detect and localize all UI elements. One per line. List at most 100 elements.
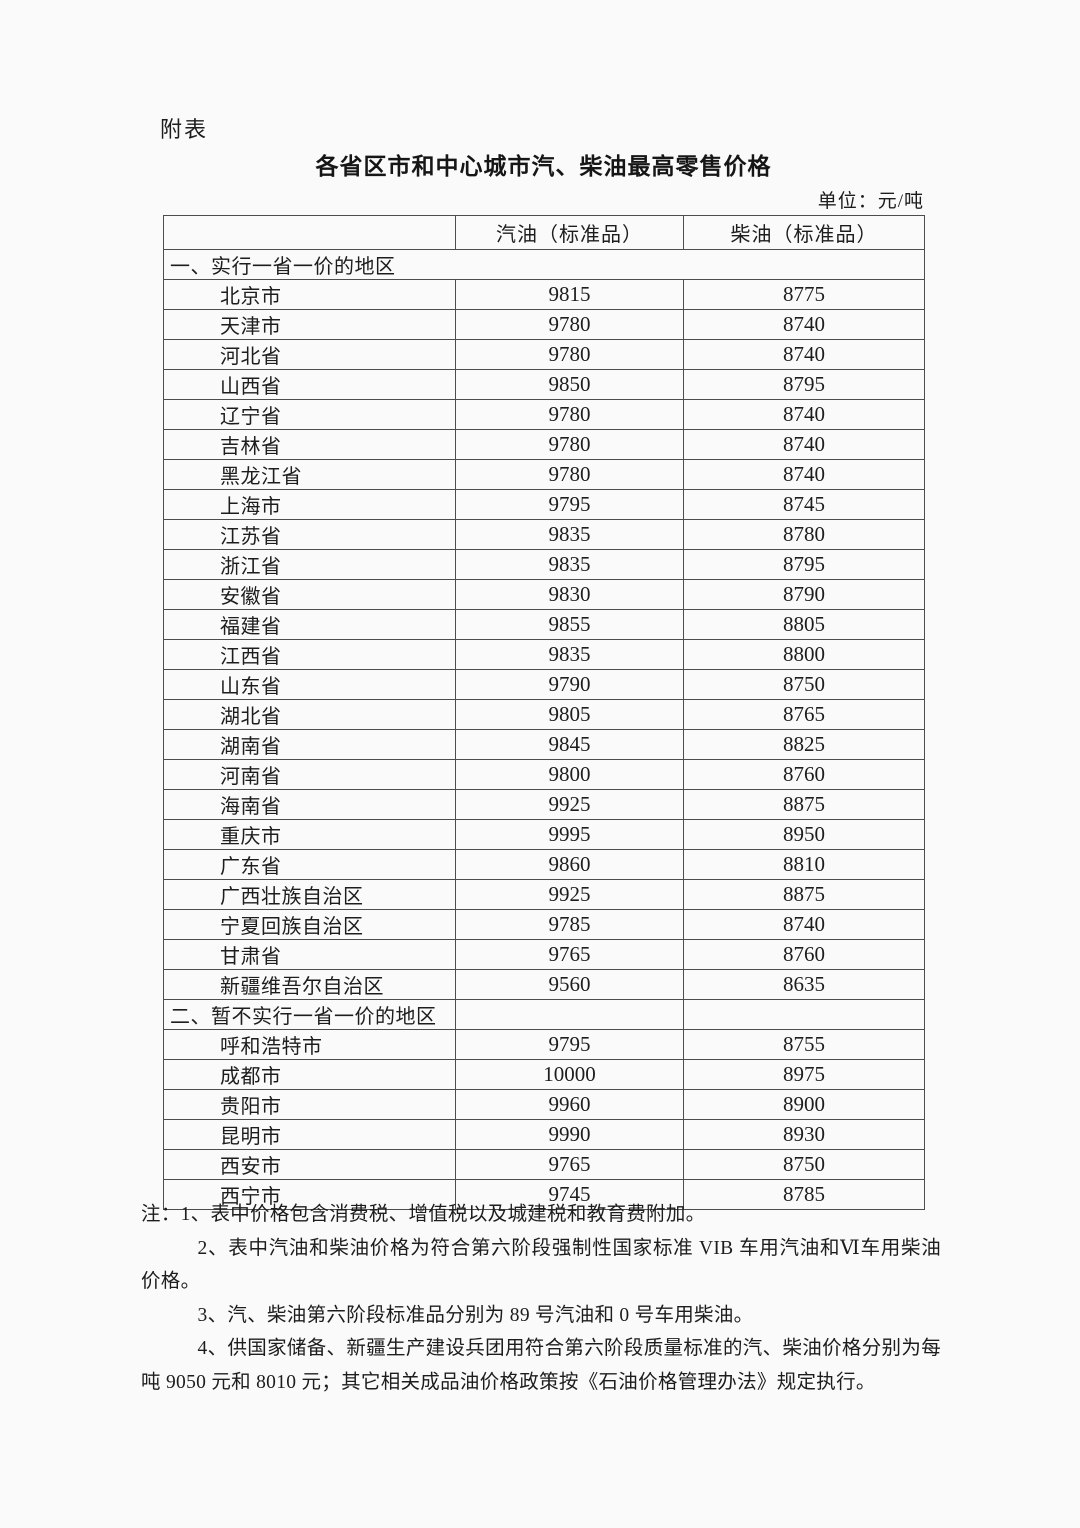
diesel-price-cell: 8765	[683, 699, 925, 730]
gasoline-price-cell: 9995	[455, 819, 684, 850]
region-name-cell: 辽宁省	[163, 399, 456, 430]
gasoline-price-cell: 9800	[455, 759, 684, 790]
note-2: 2、表中汽油和柴油价格为符合第六阶段强制性国家标准 VIB 车用汽油和Ⅵ车用柴油…	[141, 1237, 941, 1293]
table-row: 吉林省 9780 8740	[163, 429, 925, 460]
region-name-cell: 重庆市	[163, 819, 456, 850]
diesel-price-cell: 8750	[683, 669, 925, 700]
diesel-price-cell: 8805	[683, 609, 925, 640]
region-name-cell: 上海市	[163, 489, 456, 520]
gasoline-price-cell: 9830	[455, 579, 684, 610]
table-row: 河北省 9780 8740	[163, 339, 925, 370]
region-name-cell: 天津市	[163, 309, 456, 340]
gasoline-price-cell: 9765	[455, 939, 684, 970]
table-row: 北京市 9815 8775	[163, 279, 925, 310]
region-name-cell: 广东省	[163, 849, 456, 880]
table-row: 广东省 9860 8810	[163, 849, 925, 880]
table-row: 甘肃省 9765 8760	[163, 939, 925, 970]
gasoline-price-cell: 9795	[455, 1029, 684, 1060]
note-4: 4、供国家储备、新疆生产建设兵团用符合第六阶段质量标准的汽、柴油价格分别为每吨 …	[141, 1338, 941, 1393]
table-row: 新疆维吾尔自治区 9560 8635	[163, 969, 925, 1000]
gasoline-price-cell: 9805	[455, 699, 684, 730]
gasoline-price-cell: 10000	[455, 1059, 684, 1090]
gasoline-price-cell: 9835	[455, 549, 684, 580]
table-row: 成都市 10000 8975	[163, 1059, 925, 1090]
table-row: 湖南省 9845 8825	[163, 729, 925, 760]
gasoline-price-cell: 9860	[455, 849, 684, 880]
gasoline-price-cell: 9780	[455, 459, 684, 490]
diesel-price-cell: 8740	[683, 459, 925, 490]
region-name-cell: 甘肃省	[163, 939, 456, 970]
table-row: 辽宁省 9780 8740	[163, 399, 925, 430]
table-row: 浙江省 9835 8795	[163, 549, 925, 580]
table-row: 宁夏回族自治区 9785 8740	[163, 909, 925, 940]
region-name-cell: 西宁市	[163, 1179, 456, 1210]
diesel-price-cell: 8795	[683, 549, 925, 580]
table-row: 贵阳市 9960 8900	[163, 1089, 925, 1120]
region-name-cell: 广西壮族自治区	[163, 879, 456, 910]
diesel-price-cell: 8745	[683, 489, 925, 520]
gasoline-price-cell: 9960	[455, 1089, 684, 1120]
diesel-price-cell: 8740	[683, 399, 925, 430]
gasoline-price-cell: 9785	[455, 909, 684, 940]
region-name-cell: 山西省	[163, 369, 456, 400]
diesel-price-cell: 8900	[683, 1089, 925, 1120]
notes-section: 注：1、表中价格包含消费税、增值税以及城建税和教育费附加。 2、表中汽油和柴油价…	[141, 1198, 941, 1399]
diesel-column-header: 柴油（标准品）	[683, 215, 925, 250]
section-header-row: 二、暂不实行一省一价的地区	[163, 999, 925, 1030]
gasoline-price-cell: 9855	[455, 609, 684, 640]
gasoline-price-cell: 9990	[455, 1119, 684, 1150]
unit-label: 单位：元/吨	[817, 191, 924, 212]
price-table-body: 一、实行一省一价的地区 北京市 9815 8775 天津市 9780 8740 河北省 9780…	[163, 249, 925, 1210]
diesel-price-cell: 8795	[683, 369, 925, 400]
diesel-price-cell: 8740	[683, 429, 925, 460]
region-name-cell: 海南省	[163, 789, 456, 820]
note-3: 3、汽、柴油第六阶段标准品分别为 89 号汽油和 0 号车用柴油。	[197, 1304, 754, 1326]
diesel-price-cell: 8740	[683, 339, 925, 370]
table-row: 安徽省 9830 8790	[163, 579, 925, 610]
table-row: 黑龙江省 9780 8740	[163, 459, 925, 490]
table-row: 河南省 9800 8760	[163, 759, 925, 790]
gasoline-price-cell: 9765	[455, 1149, 684, 1180]
diesel-price-cell: 8800	[683, 639, 925, 670]
table-row: 重庆市 9995 8950	[163, 819, 925, 850]
table-header-row: 汽油（标准品） 柴油（标准品）	[163, 215, 925, 250]
diesel-price-cell: 8755	[683, 1029, 925, 1060]
diesel-price-cell: 8875	[683, 879, 925, 910]
region-name-cell: 江苏省	[163, 519, 456, 550]
gasoline-price-cell: 9780	[455, 429, 684, 460]
gasoline-price-cell: 9790	[455, 669, 684, 700]
region-name-cell: 湖南省	[163, 729, 456, 760]
diesel-price-cell: 8785	[683, 1179, 925, 1210]
diesel-price-cell: 8790	[683, 579, 925, 610]
gasoline-price-cell: 9925	[455, 789, 684, 820]
region-name-cell: 安徽省	[163, 579, 456, 610]
region-name-cell: 浙江省	[163, 549, 456, 580]
diesel-price-cell: 8810	[683, 849, 925, 880]
region-name-cell: 吉林省	[163, 429, 456, 460]
table-row: 山西省 9850 8795	[163, 369, 925, 400]
gasoline-price-cell: 9815	[455, 279, 684, 310]
table-row: 呼和浩特市 9795 8755	[163, 1029, 925, 1060]
gasoline-column-header: 汽油（标准品）	[455, 215, 684, 250]
table-row: 山东省 9790 8750	[163, 669, 925, 700]
diesel-price-cell: 8740	[683, 909, 925, 940]
gasoline-price-cell: 9795	[455, 489, 684, 520]
table-row: 广西壮族自治区 9925 8875	[163, 879, 925, 910]
price-table: 汽油（标准品） 柴油（标准品） 一、实行一省一价的地区 北京市 9815 8775 天津…	[163, 215, 925, 1210]
gasoline-price-cell: 9835	[455, 639, 684, 670]
region-name-cell: 北京市	[163, 279, 456, 310]
diesel-price-cell: 8825	[683, 729, 925, 760]
table-row: 昆明市 9990 8930	[163, 1119, 925, 1150]
gasoline-price-cell: 9850	[455, 369, 684, 400]
gasoline-price-cell: 9845	[455, 729, 684, 760]
gasoline-price-cell: 9780	[455, 399, 684, 430]
table-row: 海南省 9925 8875	[163, 789, 925, 820]
table-row: 西安市 9765 8750	[163, 1149, 925, 1180]
table-row: 上海市 9795 8745	[163, 489, 925, 520]
diesel-price-cell: 8760	[683, 759, 925, 790]
region-name-cell: 成都市	[163, 1059, 456, 1090]
region-name-cell: 黑龙江省	[163, 459, 456, 490]
gasoline-price-cell: 9745	[455, 1179, 684, 1210]
table-row: 西宁市 9745 8785	[163, 1179, 925, 1210]
